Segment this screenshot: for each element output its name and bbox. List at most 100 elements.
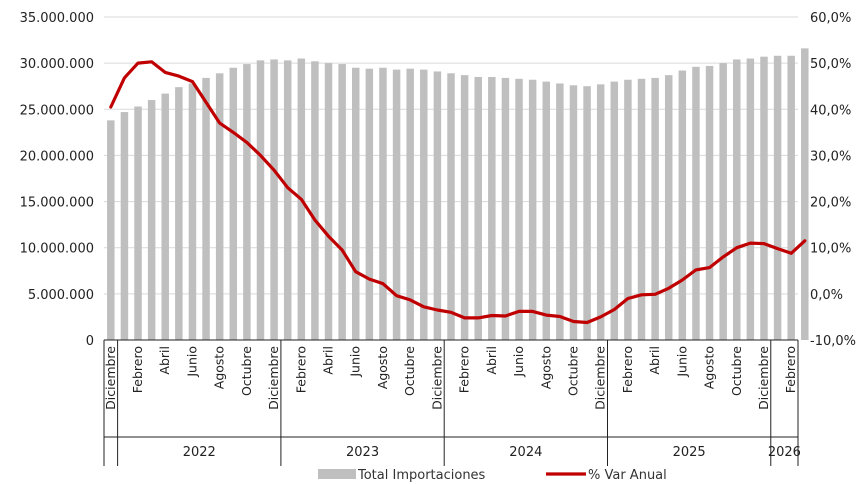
bar <box>338 64 346 341</box>
month-tick-label: Febrero <box>130 346 145 393</box>
month-tick-label: Agosto <box>375 346 390 389</box>
bar <box>583 86 591 340</box>
bar <box>664 75 673 340</box>
bar <box>365 68 374 341</box>
bar <box>542 81 550 340</box>
right-tick-label: 20,0% <box>810 196 851 211</box>
left-tick-label: 35.000.000 <box>20 11 94 26</box>
bar <box>447 73 455 341</box>
bar <box>760 56 768 340</box>
month-tick-label: Diciembre <box>103 346 118 410</box>
month-tick-label: Octubre <box>239 346 254 396</box>
bar <box>801 48 809 341</box>
right-tick-label: 0,0% <box>810 288 843 303</box>
bar <box>556 83 564 341</box>
month-tick-label: Diciembre <box>756 346 771 410</box>
bar <box>420 69 428 341</box>
bar <box>188 83 197 341</box>
year-label: 2023 <box>346 445 379 460</box>
right-tick-label: 30,0% <box>810 149 851 164</box>
bar <box>678 70 687 341</box>
year-label: 2026 <box>768 445 801 460</box>
month-tick-label: Octubre <box>565 346 580 396</box>
legend: Total Importaciones % Var Anual <box>318 468 667 483</box>
bar <box>733 59 741 341</box>
bar <box>787 55 795 340</box>
bar <box>651 77 659 340</box>
bar <box>120 112 129 340</box>
series-line <box>109 60 807 325</box>
bar <box>270 59 278 341</box>
left-tick-label: 10.000.000 <box>20 242 94 257</box>
right-tick-label: 60,0% <box>810 11 851 26</box>
left-tick-label: 25.000.000 <box>20 103 94 118</box>
bar <box>147 100 156 340</box>
bar <box>134 106 142 340</box>
left-y-axis: 0 5.000.000 10.000.000 15.000.000 20.000.000… <box>20 11 94 349</box>
bar <box>705 65 714 340</box>
bar <box>311 61 319 340</box>
bar <box>474 76 482 340</box>
month-tick-label: Junio <box>674 346 689 378</box>
month-tick-label: Abril <box>647 346 662 375</box>
month-tick-label: Diciembre <box>593 346 608 410</box>
bar <box>624 79 632 341</box>
legend-label-line: % Var Anual <box>588 468 667 483</box>
line-series-var-anual <box>109 60 807 325</box>
bar <box>229 67 238 340</box>
month-tick-label: Agosto <box>538 346 553 389</box>
bar <box>773 55 782 340</box>
bar <box>379 67 387 340</box>
right-tick-label: 40,0% <box>810 103 851 118</box>
bar <box>352 67 360 340</box>
year-label: 2022 <box>183 445 216 460</box>
month-tick-label: Febrero <box>457 346 472 393</box>
bar <box>460 75 469 340</box>
left-tick-label: 0 <box>86 334 94 349</box>
month-tick-label: Agosto <box>212 346 227 389</box>
month-tick-label: Diciembre <box>429 346 444 410</box>
month-tick-label: Octubre <box>402 346 417 396</box>
month-tick-label: Junio <box>511 346 526 378</box>
month-tick-label: Junio <box>348 346 363 378</box>
month-tick-label: Agosto <box>702 346 717 389</box>
right-tick-label: 50,0% <box>810 57 851 72</box>
bar <box>392 69 401 341</box>
bar <box>243 64 251 341</box>
legend-label-bars: Total Importaciones <box>357 468 486 483</box>
month-tick-label: Abril <box>484 346 499 375</box>
left-tick-label: 15.000.000 <box>20 196 94 211</box>
left-tick-label: 20.000.000 <box>20 149 94 164</box>
bar <box>175 87 183 340</box>
bar <box>324 63 333 341</box>
bar <box>256 60 265 340</box>
bar <box>488 76 496 340</box>
month-tick-label: Febrero <box>620 346 635 393</box>
bar <box>746 58 755 341</box>
bar <box>433 71 442 340</box>
bar <box>107 120 115 340</box>
month-tick-label: Febrero <box>783 346 798 393</box>
month-tick-label: Diciembre <box>266 346 281 410</box>
month-tick-label: Abril <box>157 346 172 375</box>
right-tick-label: -10,0% <box>810 334 856 349</box>
x-axis: Diciembre Febrero Abril Junio Agosto Octubre D… <box>103 339 801 466</box>
bar <box>610 81 619 340</box>
legend-swatch-bars <box>318 469 356 479</box>
bar <box>515 78 523 341</box>
bar <box>637 78 646 341</box>
month-tick-label: Abril <box>321 346 336 375</box>
left-tick-label: 30.000.000 <box>20 57 94 72</box>
bar <box>569 85 578 340</box>
right-tick-label: 10,0% <box>810 242 851 257</box>
bar <box>202 77 210 340</box>
month-tick-label: Junio <box>184 346 199 378</box>
year-label: 2025 <box>673 445 706 460</box>
left-tick-label: 5.000.000 <box>28 288 94 303</box>
bar <box>692 66 700 340</box>
bar <box>215 73 224 341</box>
month-tick-label: Octubre <box>729 346 744 396</box>
bar-series-total-importaciones <box>107 48 809 341</box>
bar <box>596 84 605 341</box>
